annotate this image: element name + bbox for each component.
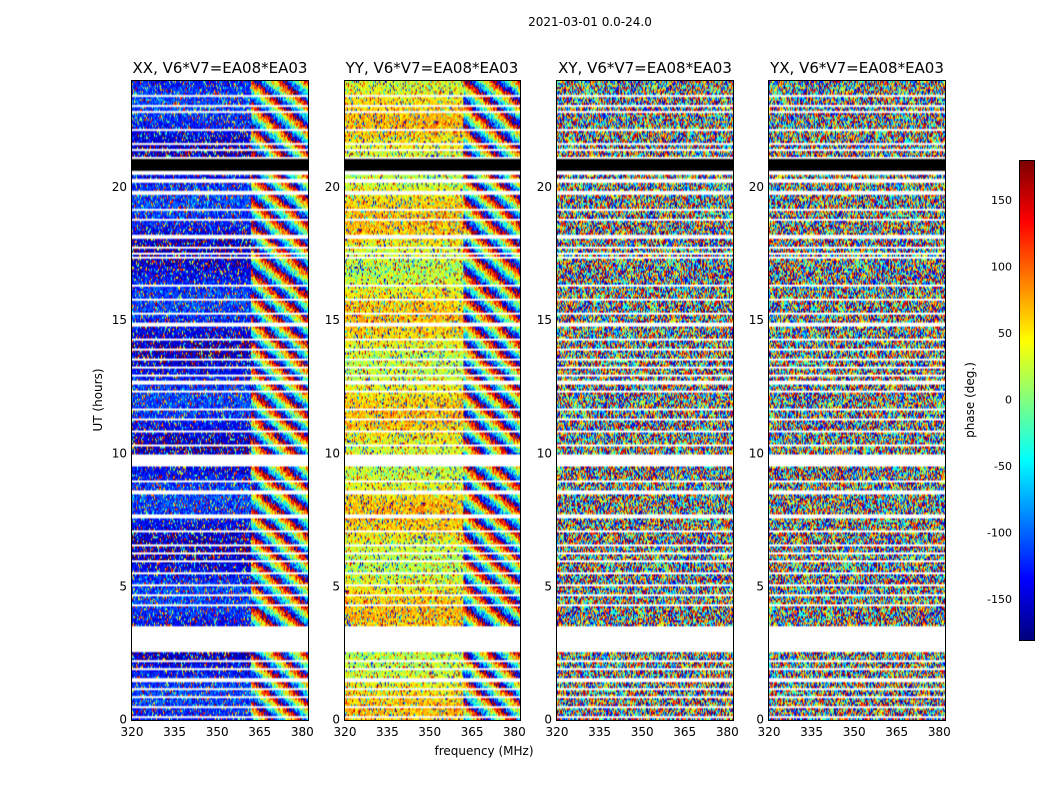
y-axis-yy: 0 5 10 15 20 [325, 180, 340, 727]
ytick-0: 0 [756, 713, 764, 727]
ytick-10: 10 [112, 446, 127, 460]
colorbar-ticks: -150 -100 -50 0 50 100 150 [987, 194, 1012, 606]
figure-title: 2021-03-01 0.0-24.0 [528, 15, 652, 29]
xtick-365: 365 [461, 725, 484, 739]
ytick-15: 15 [112, 313, 127, 327]
xtick-320: 320 [546, 725, 569, 739]
panel-yy: YY, V6*V7=EA08*EA03 0 5 10 15 20 320 335… [325, 59, 526, 739]
ytick-10: 10 [537, 446, 552, 460]
x-axis-label: frequency (MHz) [434, 744, 533, 758]
panel-xy: XY, V6*V7=EA08*EA03 0 5 10 15 20 320 335… [537, 59, 739, 739]
xtick-365: 365 [673, 725, 696, 739]
ytick-0: 0 [332, 713, 340, 727]
ytick-15: 15 [749, 313, 764, 327]
xtick-335: 335 [163, 725, 186, 739]
panel-xx: XX, V6*V7=EA08*EA03 0 5 10 15 20 320 335… [112, 59, 314, 739]
ytick-10: 10 [325, 446, 340, 460]
xtick-380: 380 [928, 725, 951, 739]
colorbar-gradient [1020, 161, 1034, 640]
xtick-335: 335 [376, 725, 399, 739]
xtick-350: 350 [418, 725, 441, 739]
x-axis-xy: 320 335 350 365 380 [546, 725, 739, 739]
xtick-320: 320 [758, 725, 781, 739]
ytick-15: 15 [537, 313, 552, 327]
ytick-20: 20 [325, 180, 340, 194]
xtick-380: 380 [716, 725, 739, 739]
ytick-20: 20 [537, 180, 552, 194]
y-axis-xx: 0 5 10 15 20 [112, 180, 127, 727]
ytick-0: 0 [119, 713, 127, 727]
panel-frame-yx [768, 80, 946, 721]
cbar-tick-0: 0 [1005, 394, 1012, 407]
ytick-10: 10 [749, 446, 764, 460]
colorbar-label: phase (deg.) [963, 362, 977, 438]
panel-frame-yy [344, 80, 521, 721]
xtick-380: 380 [291, 725, 314, 739]
x-axis-xx: 320 335 350 365 380 [121, 725, 314, 739]
phase-heatmap-xx [132, 81, 308, 720]
xtick-335: 335 [800, 725, 823, 739]
panel-frame-xx [131, 80, 309, 721]
panel-frame-xy [556, 80, 734, 721]
ytick-20: 20 [749, 180, 764, 194]
colorbar: -150 -100 -50 0 50 100 150 phase (deg.) [963, 160, 1035, 641]
panel-yx: YX, V6*V7=EA08*EA03 0 5 10 15 20 320 335… [749, 59, 951, 739]
cbar-tick--50: -50 [994, 460, 1012, 473]
xtick-320: 320 [334, 725, 357, 739]
panel-title-xx: XX, V6*V7=EA08*EA03 [133, 59, 308, 77]
xtick-350: 350 [631, 725, 654, 739]
xtick-350: 350 [206, 725, 229, 739]
xtick-380: 380 [503, 725, 526, 739]
xtick-320: 320 [121, 725, 144, 739]
ytick-5: 5 [332, 579, 340, 593]
cbar-tick--100: -100 [987, 527, 1012, 540]
phase-heatmap-yy [345, 81, 520, 720]
y-axis-xy: 0 5 10 15 20 [537, 180, 552, 727]
panel-title-xy: XY, V6*V7=EA08*EA03 [558, 59, 732, 77]
ytick-0: 0 [544, 713, 552, 727]
xtick-365: 365 [885, 725, 908, 739]
ytick-15: 15 [325, 313, 340, 327]
x-axis-yy: 320 335 350 365 380 [334, 725, 526, 739]
phase-heatmap-xy [557, 81, 733, 720]
cbar-tick-150: 150 [991, 194, 1012, 207]
ytick-20: 20 [112, 180, 127, 194]
phase-heatmap-yx [769, 81, 945, 720]
cbar-tick-50: 50 [998, 327, 1012, 340]
y-axis-yx: 0 5 10 15 20 [749, 180, 764, 727]
ytick-5: 5 [756, 579, 764, 593]
xtick-335: 335 [588, 725, 611, 739]
panel-title-yy: YY, V6*V7=EA08*EA03 [345, 59, 519, 77]
xtick-365: 365 [248, 725, 271, 739]
xtick-350: 350 [843, 725, 866, 739]
x-axis-yx: 320 335 350 365 380 [758, 725, 951, 739]
y-axis-label: UT (hours) [91, 368, 105, 431]
ytick-5: 5 [544, 579, 552, 593]
cbar-tick--150: -150 [987, 593, 1012, 606]
ytick-5: 5 [119, 579, 127, 593]
cbar-tick-100: 100 [991, 260, 1012, 273]
colorbar-frame [1019, 160, 1035, 641]
panel-title-yx: YX, V6*V7=EA08*EA03 [769, 59, 944, 77]
